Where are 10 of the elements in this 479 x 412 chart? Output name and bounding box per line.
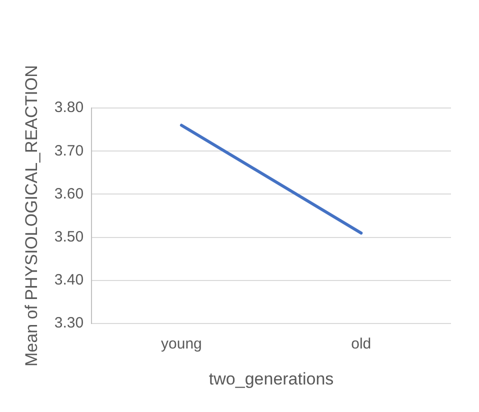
y-tick-label: 3.80 — [54, 99, 84, 116]
x-axis-title: two_generations — [208, 369, 334, 388]
y-tick-label: 3.70 — [54, 142, 84, 160]
y-tick-label: 3.30 — [54, 314, 84, 332]
y-tick-label: 3.50 — [54, 228, 84, 246]
y-axis-title: Mean of PHYSIOLOGICAL_REACTION — [22, 65, 41, 366]
y-tick-label: 3.40 — [54, 272, 84, 289]
y-tick-label: 3.60 — [54, 185, 84, 202]
x-tick-label: old — [351, 336, 372, 353]
x-tick-label: young — [161, 336, 202, 353]
